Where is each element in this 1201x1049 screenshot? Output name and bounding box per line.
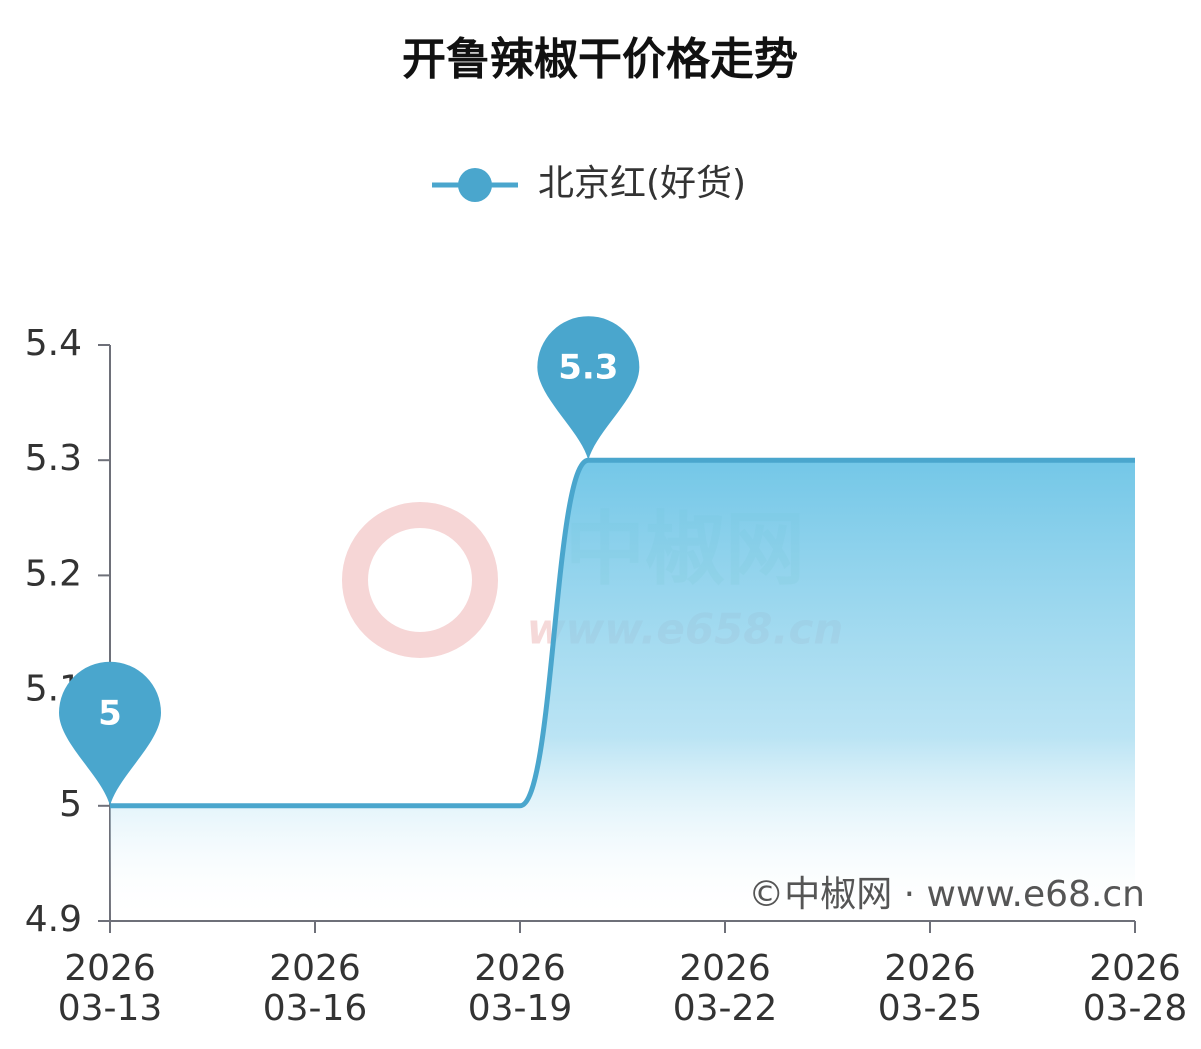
x-tick-label: 2026 03-25 [877,948,983,1029]
x-tick-label: 2026 03-16 [262,948,368,1029]
x-tick-label: 2026 03-28 [1082,948,1188,1029]
pin: 5 [59,661,161,806]
line [109,457,1135,809]
y-tick-label: 5 [59,784,82,825]
legend-marker [458,168,492,202]
pin: 5.3 [537,316,640,461]
pin-shape [59,661,161,806]
credit: ©中椒网 · www.e68.cn [748,874,1145,915]
legend-label: 北京红(好货) [538,163,746,204]
x-tick-label: 2026 03-19 [467,948,573,1029]
watermark-logo [342,502,498,658]
y-tick-label: 5.3 [25,438,82,479]
x-tick-label: 2026 03-22 [672,948,778,1029]
pin-shape [537,316,640,461]
x-tick-label: 2026 03-13 [57,948,163,1029]
y-tick-label: 5.4 [25,323,82,364]
y-tick-label: 5.2 [25,553,82,594]
pin-label: 5 [98,693,122,733]
pin-label: 5.3 [558,348,618,388]
area [110,460,1135,921]
y-tick-label: 4.9 [25,899,82,940]
chart-title: 开鲁辣椒干价格走势 [402,34,798,85]
